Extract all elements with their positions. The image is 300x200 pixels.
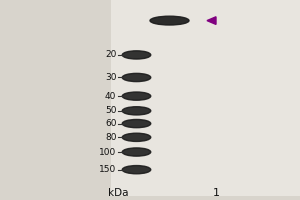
Ellipse shape — [122, 119, 151, 128]
Text: 100: 100 — [99, 148, 116, 157]
Bar — [111, 0, 300, 196]
Ellipse shape — [122, 133, 151, 141]
Text: kDa: kDa — [108, 188, 129, 198]
Ellipse shape — [122, 148, 151, 156]
Polygon shape — [207, 17, 216, 24]
Ellipse shape — [122, 73, 151, 82]
Text: 80: 80 — [105, 133, 116, 142]
Ellipse shape — [122, 107, 151, 115]
Text: 60: 60 — [105, 119, 116, 128]
Text: 30: 30 — [105, 73, 116, 82]
Text: 20: 20 — [105, 50, 116, 59]
Ellipse shape — [122, 92, 151, 100]
Text: 1: 1 — [212, 188, 220, 198]
Ellipse shape — [150, 16, 189, 25]
Text: 40: 40 — [105, 92, 116, 101]
Ellipse shape — [122, 166, 151, 174]
Ellipse shape — [122, 51, 151, 59]
Text: 150: 150 — [99, 165, 116, 174]
Text: 50: 50 — [105, 106, 116, 115]
